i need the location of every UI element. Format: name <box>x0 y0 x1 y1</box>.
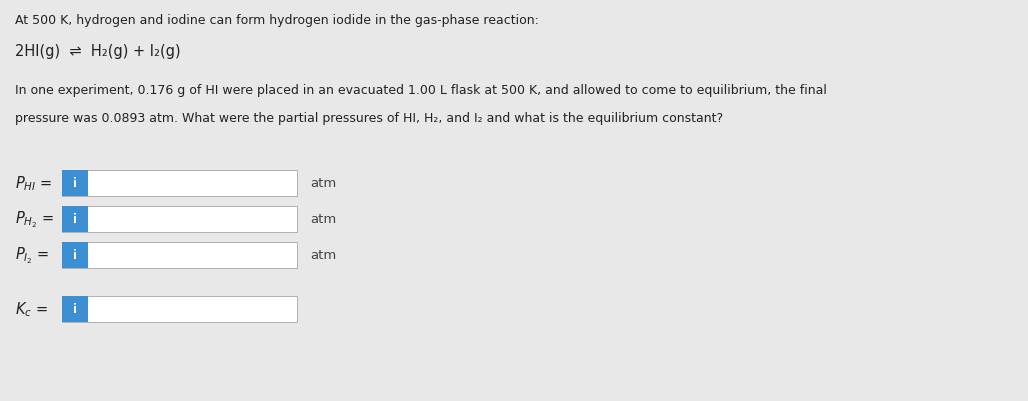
Bar <box>62 207 297 233</box>
Text: $P_{I_2}$ =: $P_{I_2}$ = <box>15 245 49 265</box>
Text: $P_{HI}$ =: $P_{HI}$ = <box>15 174 52 193</box>
Bar <box>62 170 88 196</box>
Bar <box>62 296 88 322</box>
Text: atm: atm <box>310 213 336 226</box>
Text: At 500 K, hydrogen and iodine can form hydrogen iodide in the gas-phase reaction: At 500 K, hydrogen and iodine can form h… <box>15 14 539 27</box>
Text: In one experiment, 0.176 g of HI were placed in an evacuated 1.00 L flask at 500: In one experiment, 0.176 g of HI were pl… <box>15 84 827 97</box>
Text: $P_{H_2}$ =: $P_{H_2}$ = <box>15 209 54 230</box>
Bar <box>62 296 297 322</box>
Text: i: i <box>73 213 77 226</box>
Bar <box>62 242 88 268</box>
Text: atm: atm <box>310 177 336 190</box>
Text: i: i <box>73 177 77 190</box>
Bar <box>62 207 88 233</box>
Bar <box>62 170 297 196</box>
Text: i: i <box>73 303 77 316</box>
Text: i: i <box>73 249 77 262</box>
Text: 2HI(g)  ⇌  H₂(g) + I₂(g): 2HI(g) ⇌ H₂(g) + I₂(g) <box>15 44 181 59</box>
Text: pressure was 0.0893 atm. What were the partial pressures of HI, H₂, and I₂ and w: pressure was 0.0893 atm. What were the p… <box>15 112 723 125</box>
Text: atm: atm <box>310 249 336 262</box>
Bar <box>62 242 297 268</box>
Text: $K_c$ =: $K_c$ = <box>15 300 48 318</box>
